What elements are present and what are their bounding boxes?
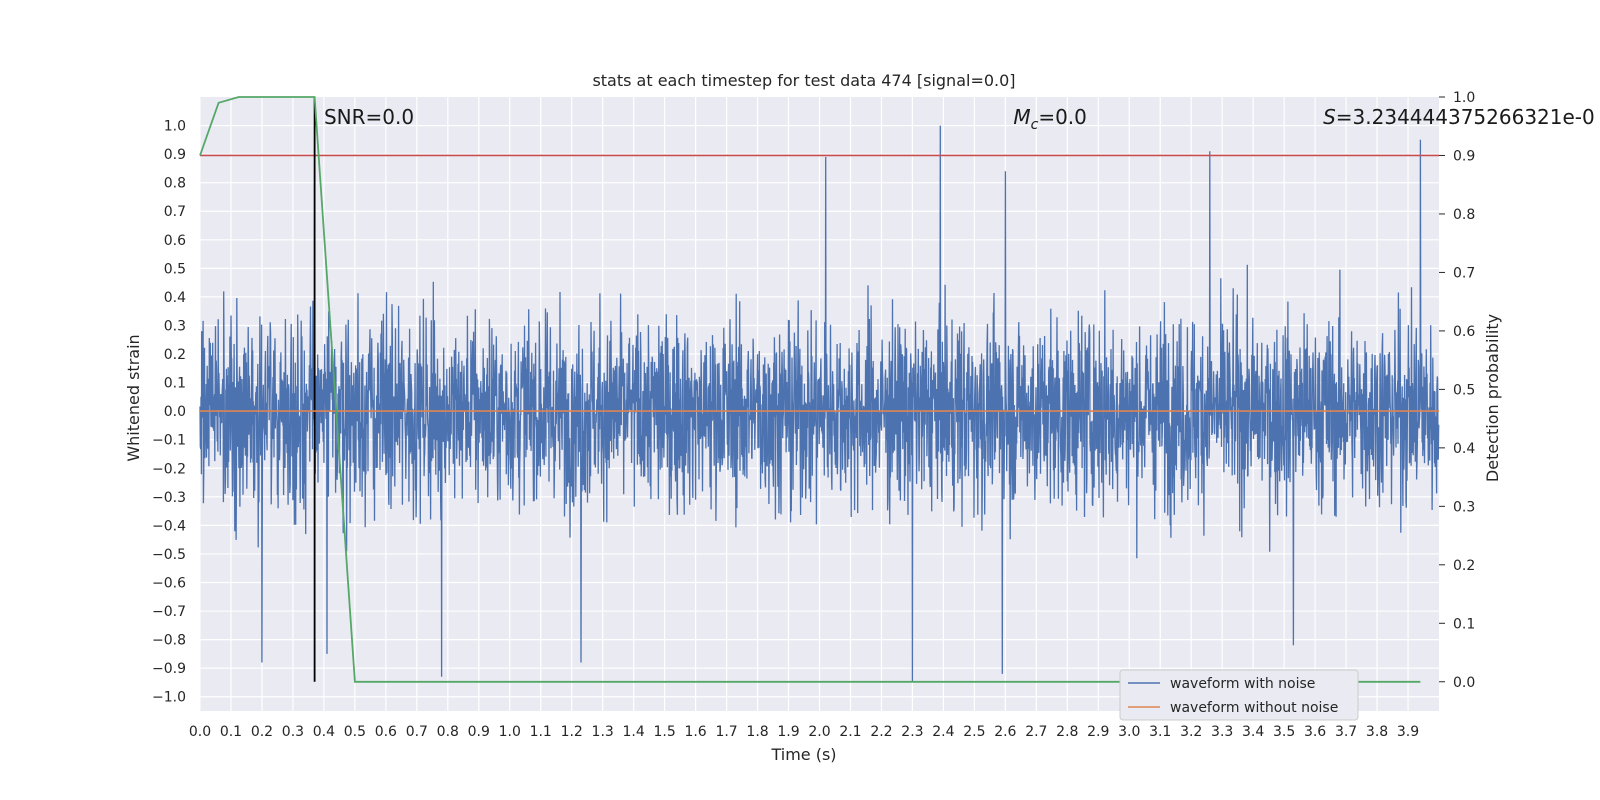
x-tick-label: 3.0	[1118, 724, 1140, 740]
x-tick-label: 3.2	[1180, 724, 1202, 740]
y2-tick-label: 0.3	[1453, 499, 1475, 515]
y-tick-label: −0.7	[152, 604, 186, 620]
x-tick-label: 1.3	[592, 724, 614, 740]
legend: waveform with noise waveform without noi…	[1119, 669, 1359, 721]
x-tick-label: 0.6	[375, 724, 397, 740]
x-tick-label: 2.7	[1025, 724, 1047, 740]
y2-tick-label: 0.1	[1453, 616, 1475, 632]
x-axis-ticks: 0.0 0.1 0.2 0.3 0.4 0.5 0.6 0.7 0.8 0.9 1.0 1.1 1.2 1…	[189, 724, 1419, 740]
x-tick-label: 2.9	[1087, 724, 1109, 740]
x-tick-label: 0.8	[437, 724, 459, 740]
x-tick-label: 1.2	[561, 724, 583, 740]
x-tick-label: 1.9	[777, 724, 799, 740]
x-tick-label: 3.1	[1149, 724, 1171, 740]
y-tick-label: 0.5	[164, 261, 186, 277]
y2-tick-label: 0.0	[1453, 675, 1475, 691]
y-tick-label: −0.5	[152, 547, 186, 563]
x-tick-label: 0.0	[189, 724, 211, 740]
y-tick-label: 0.6	[164, 233, 186, 249]
annotation-text: Mc=0.0	[1013, 105, 1087, 133]
x-tick-label: 1.5	[653, 724, 675, 740]
x-tick-label: 0.4	[313, 724, 335, 740]
x-tick-label: 2.3	[901, 724, 923, 740]
series-line-detection-probability	[199, 96, 1421, 683]
x-tick-label: 2.1	[839, 724, 861, 740]
x-tick-label: 1.0	[499, 724, 521, 740]
y-tick-label: 0.7	[164, 204, 186, 220]
legend-box	[1119, 669, 1359, 721]
y-tick-label: −0.6	[152, 575, 186, 591]
y-tick-label: 0.9	[164, 147, 186, 163]
y-axis-label: Whitened strain	[124, 334, 143, 461]
x-tick-label: 0.1	[220, 724, 242, 740]
y-tick-label: 0.2	[164, 347, 186, 363]
legend-label-clean: waveform without noise	[1170, 700, 1338, 716]
y2-tick-label: 0.9	[1453, 148, 1475, 164]
x-tick-label: 2.2	[870, 724, 892, 740]
chart-title: stats at each timestep for test data 474…	[592, 71, 1015, 90]
annotations: SNR=0.0 Mc=0.0 S=3.234444375266321e-0	[324, 105, 1595, 133]
y-tick-label: 0.3	[164, 318, 186, 334]
y2-tick-label: 0.6	[1453, 324, 1475, 340]
y2-tick-label: 0.2	[1453, 558, 1475, 574]
x-tick-label: 1.4	[623, 724, 645, 740]
annotation-text: S=3.234444375266321e-0	[1323, 105, 1595, 129]
x-tick-label: 2.4	[932, 724, 954, 740]
y-tick-label: −0.4	[152, 518, 186, 534]
y-tick-label: −0.1	[152, 433, 186, 449]
x-axis-label: Time (s)	[770, 745, 836, 764]
series-layer	[199, 96, 1440, 683]
y2-tick-label: 0.8	[1453, 207, 1475, 223]
x-tick-label: 3.4	[1242, 724, 1264, 740]
y-tick-label: −0.8	[152, 633, 186, 649]
y2-tick-label: 1.0	[1453, 90, 1475, 106]
y-tick-label: −1.0	[152, 690, 186, 706]
y2-axis-ticks: 1.0 0.9 0.8 0.7 0.6 0.5 0.4 0.3 0.2 0.1 0.0	[1439, 90, 1475, 691]
x-tick-label: 1.6	[684, 724, 706, 740]
annotation-text: SNR=0.0	[324, 105, 414, 129]
x-tick-label: 3.8	[1366, 724, 1388, 740]
x-tick-label: 1.1	[530, 724, 552, 740]
x-tick-label: 3.7	[1335, 724, 1357, 740]
x-tick-label: 0.7	[406, 724, 428, 740]
x-tick-label: 0.9	[468, 724, 490, 740]
y-tick-label: −0.2	[152, 461, 186, 477]
x-tick-label: 3.5	[1273, 724, 1295, 740]
x-tick-label: 2.0	[808, 724, 830, 740]
y-tick-label: −0.3	[152, 490, 186, 506]
x-tick-label: 1.7	[715, 724, 737, 740]
y-tick-label: −0.9	[152, 661, 186, 677]
legend-label-noise: waveform with noise	[1170, 676, 1315, 692]
x-tick-label: 0.3	[282, 724, 304, 740]
x-tick-label: 1.8	[746, 724, 768, 740]
y2-axis-label: Detection probability	[1483, 314, 1502, 482]
y-tick-label: 1.0	[164, 119, 186, 135]
series-line-waveform-with-noise	[199, 125, 1440, 683]
x-tick-label: 3.3	[1211, 724, 1233, 740]
x-tick-label: 2.6	[994, 724, 1016, 740]
x-tick-label: 0.5	[344, 724, 366, 740]
y-tick-label: 0.0	[164, 404, 186, 420]
x-tick-label: 3.6	[1304, 724, 1326, 740]
x-tick-label: 0.2	[251, 724, 273, 740]
x-tick-label: 3.9	[1397, 724, 1419, 740]
y-tick-label: 0.1	[164, 376, 186, 392]
x-tick-label: 2.5	[963, 724, 985, 740]
y2-tick-label: 0.5	[1453, 382, 1475, 398]
y-tick-label: 0.8	[164, 176, 186, 192]
x-tick-label: 2.8	[1056, 724, 1078, 740]
y-axis-ticks: 1.0 0.9 0.8 0.7 0.6 0.5 0.4 0.3 0.2 0.1 0.0 −0.1 −0.…	[152, 119, 186, 706]
y2-tick-label: 0.4	[1453, 441, 1475, 457]
y-tick-label: 0.4	[164, 290, 186, 306]
y2-tick-label: 0.7	[1453, 265, 1475, 281]
